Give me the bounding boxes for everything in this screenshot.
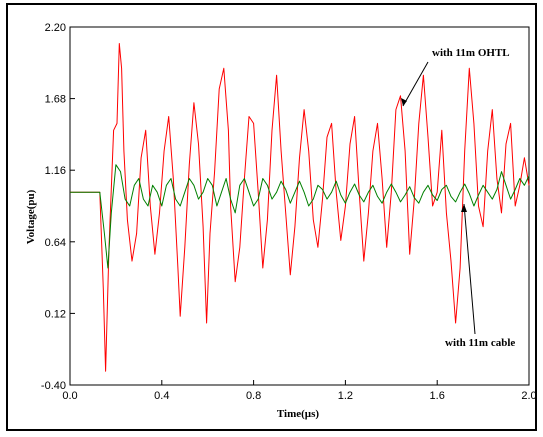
plot-area bbox=[69, 26, 530, 386]
annotation-ohtl-arrow bbox=[402, 61, 429, 107]
y-tick-label: -0.40 bbox=[41, 380, 66, 392]
x-tick-label: 1.2 bbox=[338, 390, 353, 402]
cable-voltage-line bbox=[70, 164, 530, 269]
annotation-ohtl: with 11m OHTL bbox=[432, 47, 510, 59]
ohtl-voltage-line bbox=[70, 43, 530, 372]
y-tick-label: 2.20 bbox=[45, 22, 66, 34]
annotation-cable: with 11m cable bbox=[445, 337, 515, 349]
x-tick-label: 2.0 bbox=[521, 390, 536, 402]
ticks-layer: 0.0 0.4 0.8 1.2 1.6 2.0 2.20 1.68 1.16 0.64 0.12 -0… bbox=[41, 22, 537, 402]
plot-border bbox=[69, 26, 530, 386]
x-tick-label: 0.4 bbox=[154, 390, 169, 402]
annotation-layer: with 11m OHTL with 11m cable bbox=[401, 47, 515, 349]
y-tick-label: 0.64 bbox=[45, 237, 66, 249]
y-tick-label: 0.12 bbox=[45, 308, 66, 320]
y-axis-label: Voltage(pu) bbox=[25, 189, 37, 244]
y-tick-label: 1.68 bbox=[45, 94, 66, 106]
x-tick-label: 0.0 bbox=[62, 390, 77, 402]
y-tick-label: 1.16 bbox=[45, 165, 66, 177]
x-tick-label: 1.6 bbox=[430, 390, 445, 402]
annotation-cable-arrow bbox=[463, 203, 476, 335]
annotation-ohtl-arrowhead bbox=[401, 98, 407, 106]
x-tick-label: 0.8 bbox=[246, 390, 261, 402]
annotation-cable-arrowhead bbox=[461, 204, 467, 212]
series-layer bbox=[70, 43, 530, 372]
x-axis-label: Time(µs) bbox=[277, 408, 320, 420]
chart-frame bbox=[6, 3, 537, 431]
